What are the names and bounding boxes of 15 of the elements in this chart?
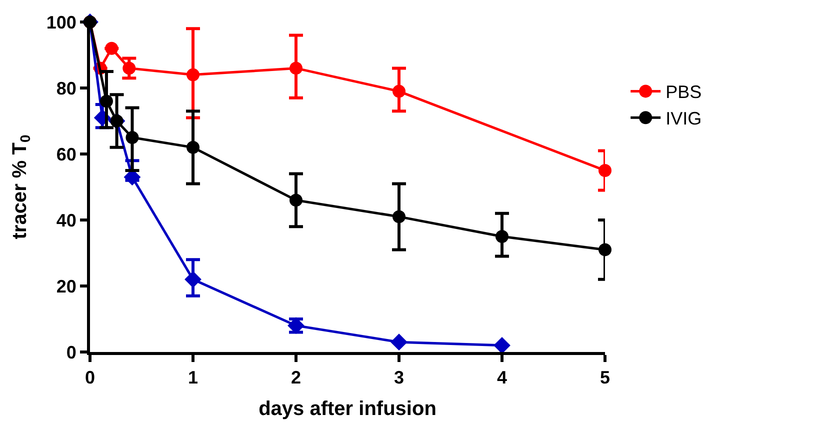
x-tick-label: 2 <box>290 368 302 388</box>
x-tick-label: 0 <box>84 368 96 388</box>
y-tick-label: 20 <box>56 276 76 296</box>
y-tick-label: 80 <box>56 78 76 98</box>
x-tick-label: 1 <box>188 368 198 388</box>
x-tick-label: 5 <box>600 368 610 388</box>
y-tick-label: 60 <box>56 144 76 164</box>
y-tick-label: 0 <box>66 342 76 362</box>
x-tick-label: 4 <box>496 368 508 388</box>
y-tick-label: 100 <box>46 12 76 32</box>
x-axis-title: days after infusion <box>258 398 436 420</box>
legend-label: IVIG <box>666 108 702 129</box>
x-tick-label: 3 <box>394 368 404 388</box>
legend-label: PBS <box>666 82 702 102</box>
y-tick-label: 40 <box>56 210 76 230</box>
